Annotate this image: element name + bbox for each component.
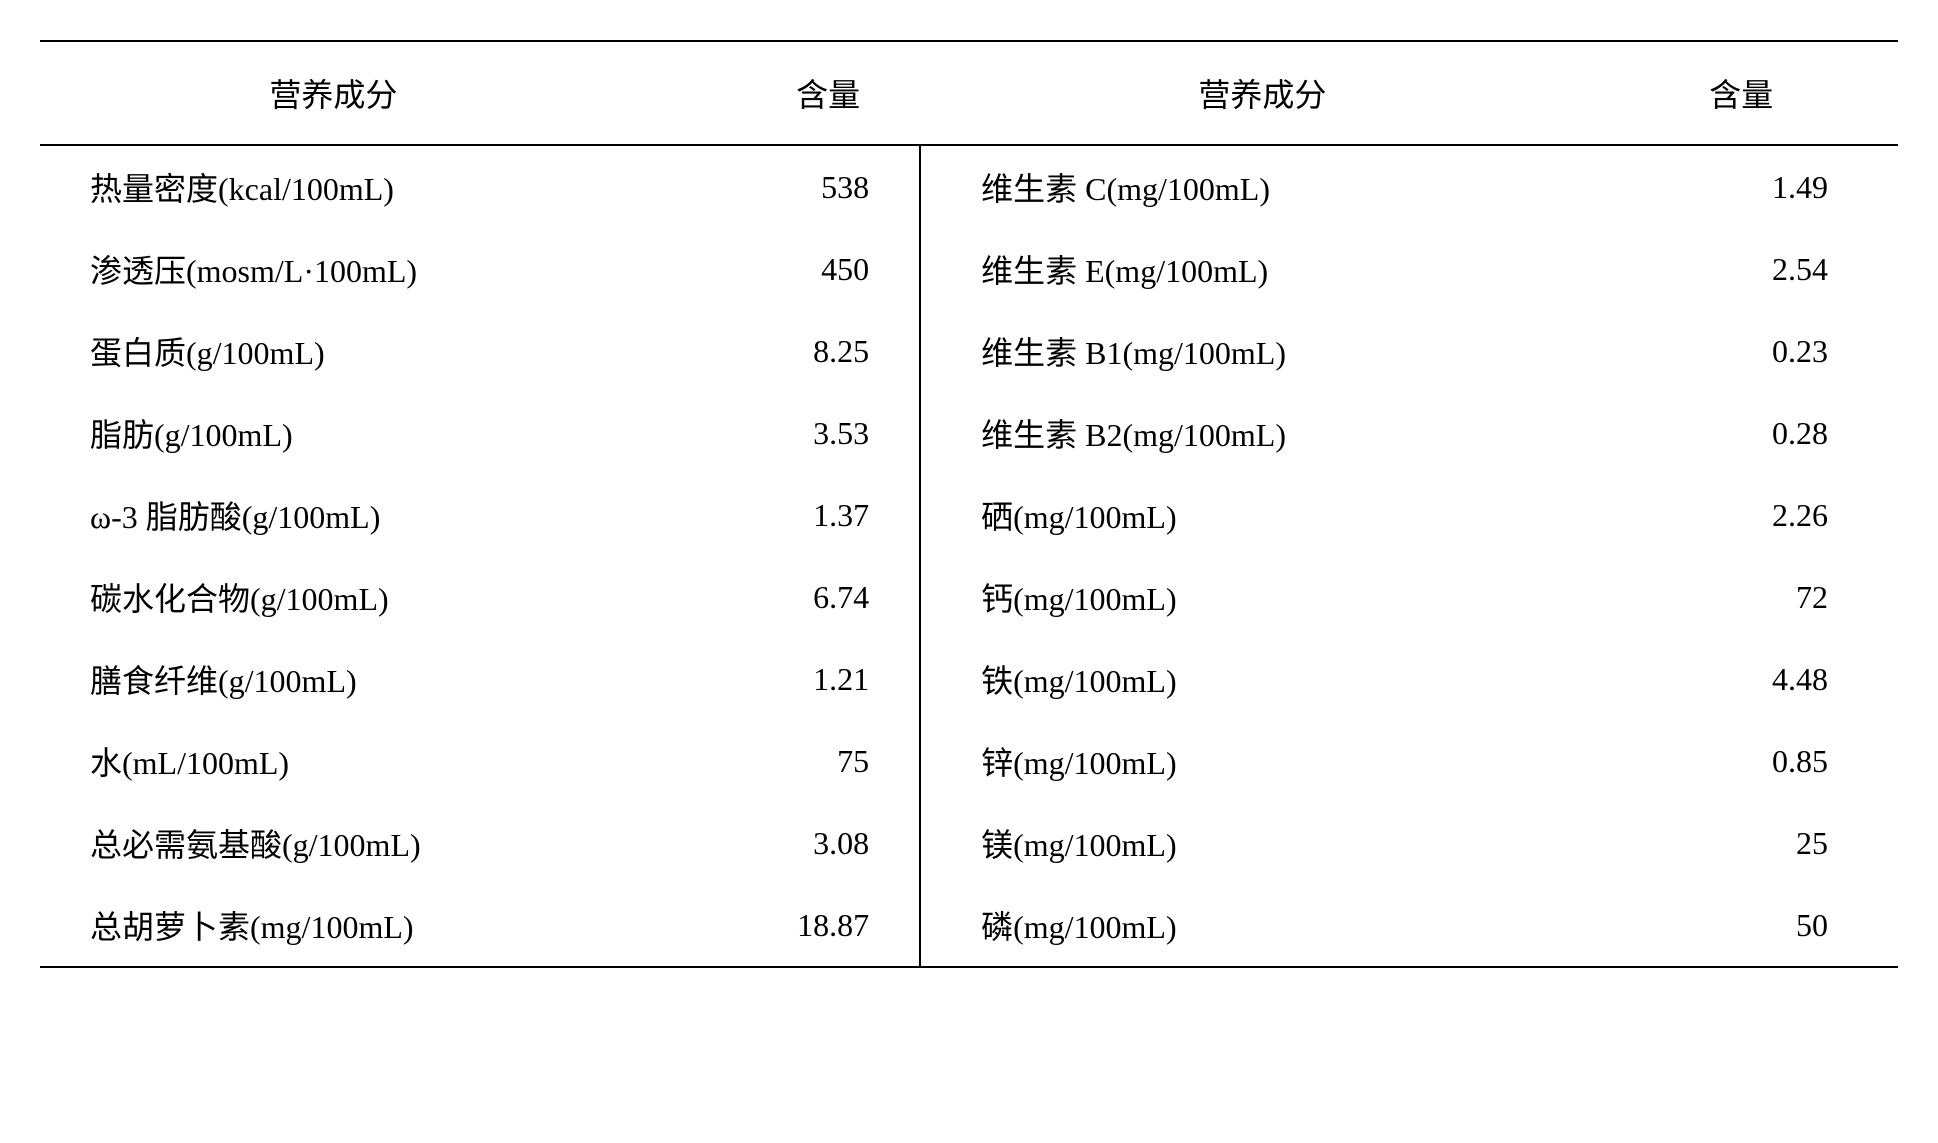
header-amount-2: 含量 <box>1605 41 1898 145</box>
nutrient-value: 2.54 <box>1605 228 1898 310</box>
nutrient-label: 热量密度(kcal/100mL) <box>40 145 627 228</box>
nutrient-value: 75 <box>627 720 920 802</box>
nutrient-value: 72 <box>1605 556 1898 638</box>
table-row: 脂肪(g/100mL) 3.53 维生素 B2(mg/100mL) 0.28 <box>40 392 1898 474</box>
nutrient-value: 0.28 <box>1605 392 1898 474</box>
nutrient-value: 8.25 <box>627 310 920 392</box>
nutrient-label: 水(mL/100mL) <box>40 720 627 802</box>
table-row: 蛋白质(g/100mL) 8.25 维生素 B1(mg/100mL) 0.23 <box>40 310 1898 392</box>
nutrition-table: 营养成分 含量 营养成分 含量 热量密度(kcal/100mL) 538 维生素… <box>40 40 1898 968</box>
nutrient-label: 膳食纤维(g/100mL) <box>40 638 627 720</box>
table-header-row: 营养成分 含量 营养成分 含量 <box>40 41 1898 145</box>
nutrient-label: 维生素 C(mg/100mL) <box>920 145 1605 228</box>
nutrient-value: 3.08 <box>627 802 920 884</box>
table-row: 渗透压(mosm/L·100mL) 450 维生素 E(mg/100mL) 2.… <box>40 228 1898 310</box>
nutrient-value: 4.48 <box>1605 638 1898 720</box>
table-body: 热量密度(kcal/100mL) 538 维生素 C(mg/100mL) 1.4… <box>40 145 1898 967</box>
nutrient-label: 蛋白质(g/100mL) <box>40 310 627 392</box>
nutrient-label: ω-3 脂肪酸(g/100mL) <box>40 474 627 556</box>
header-nutrient-1: 营养成分 <box>40 41 627 145</box>
nutrient-label: 维生素 B2(mg/100mL) <box>920 392 1605 474</box>
table-row: 水(mL/100mL) 75 锌(mg/100mL) 0.85 <box>40 720 1898 802</box>
nutrient-label: 锌(mg/100mL) <box>920 720 1605 802</box>
nutrient-label: 维生素 B1(mg/100mL) <box>920 310 1605 392</box>
nutrient-value: 1.49 <box>1605 145 1898 228</box>
nutrient-label: 钙(mg/100mL) <box>920 556 1605 638</box>
table-row: 碳水化合物(g/100mL) 6.74 钙(mg/100mL) 72 <box>40 556 1898 638</box>
nutrient-label: 硒(mg/100mL) <box>920 474 1605 556</box>
nutrient-label: 总必需氨基酸(g/100mL) <box>40 802 627 884</box>
table-row: 热量密度(kcal/100mL) 538 维生素 C(mg/100mL) 1.4… <box>40 145 1898 228</box>
nutrient-value: 50 <box>1605 884 1898 967</box>
nutrient-value: 0.85 <box>1605 720 1898 802</box>
table-row: 总必需氨基酸(g/100mL) 3.08 镁(mg/100mL) 25 <box>40 802 1898 884</box>
nutrient-label: 铁(mg/100mL) <box>920 638 1605 720</box>
nutrient-value: 18.87 <box>627 884 920 967</box>
nutrient-value: 1.21 <box>627 638 920 720</box>
nutrient-value: 538 <box>627 145 920 228</box>
nutrient-label: 磷(mg/100mL) <box>920 884 1605 967</box>
nutrient-value: 25 <box>1605 802 1898 884</box>
table-row: 总胡萝卜素(mg/100mL) 18.87 磷(mg/100mL) 50 <box>40 884 1898 967</box>
nutrient-value: 6.74 <box>627 556 920 638</box>
nutrient-value: 3.53 <box>627 392 920 474</box>
header-amount-1: 含量 <box>627 41 920 145</box>
nutrient-label: 总胡萝卜素(mg/100mL) <box>40 884 627 967</box>
nutrient-value: 1.37 <box>627 474 920 556</box>
nutrient-label: 碳水化合物(g/100mL) <box>40 556 627 638</box>
nutrient-value: 0.23 <box>1605 310 1898 392</box>
table-row: 膳食纤维(g/100mL) 1.21 铁(mg/100mL) 4.48 <box>40 638 1898 720</box>
nutrient-value: 2.26 <box>1605 474 1898 556</box>
nutrient-value: 450 <box>627 228 920 310</box>
nutrient-label: 维生素 E(mg/100mL) <box>920 228 1605 310</box>
nutrient-label: 渗透压(mosm/L·100mL) <box>40 228 627 310</box>
nutrient-label: 脂肪(g/100mL) <box>40 392 627 474</box>
header-nutrient-2: 营养成分 <box>920 41 1605 145</box>
table-row: ω-3 脂肪酸(g/100mL) 1.37 硒(mg/100mL) 2.26 <box>40 474 1898 556</box>
nutrient-label: 镁(mg/100mL) <box>920 802 1605 884</box>
